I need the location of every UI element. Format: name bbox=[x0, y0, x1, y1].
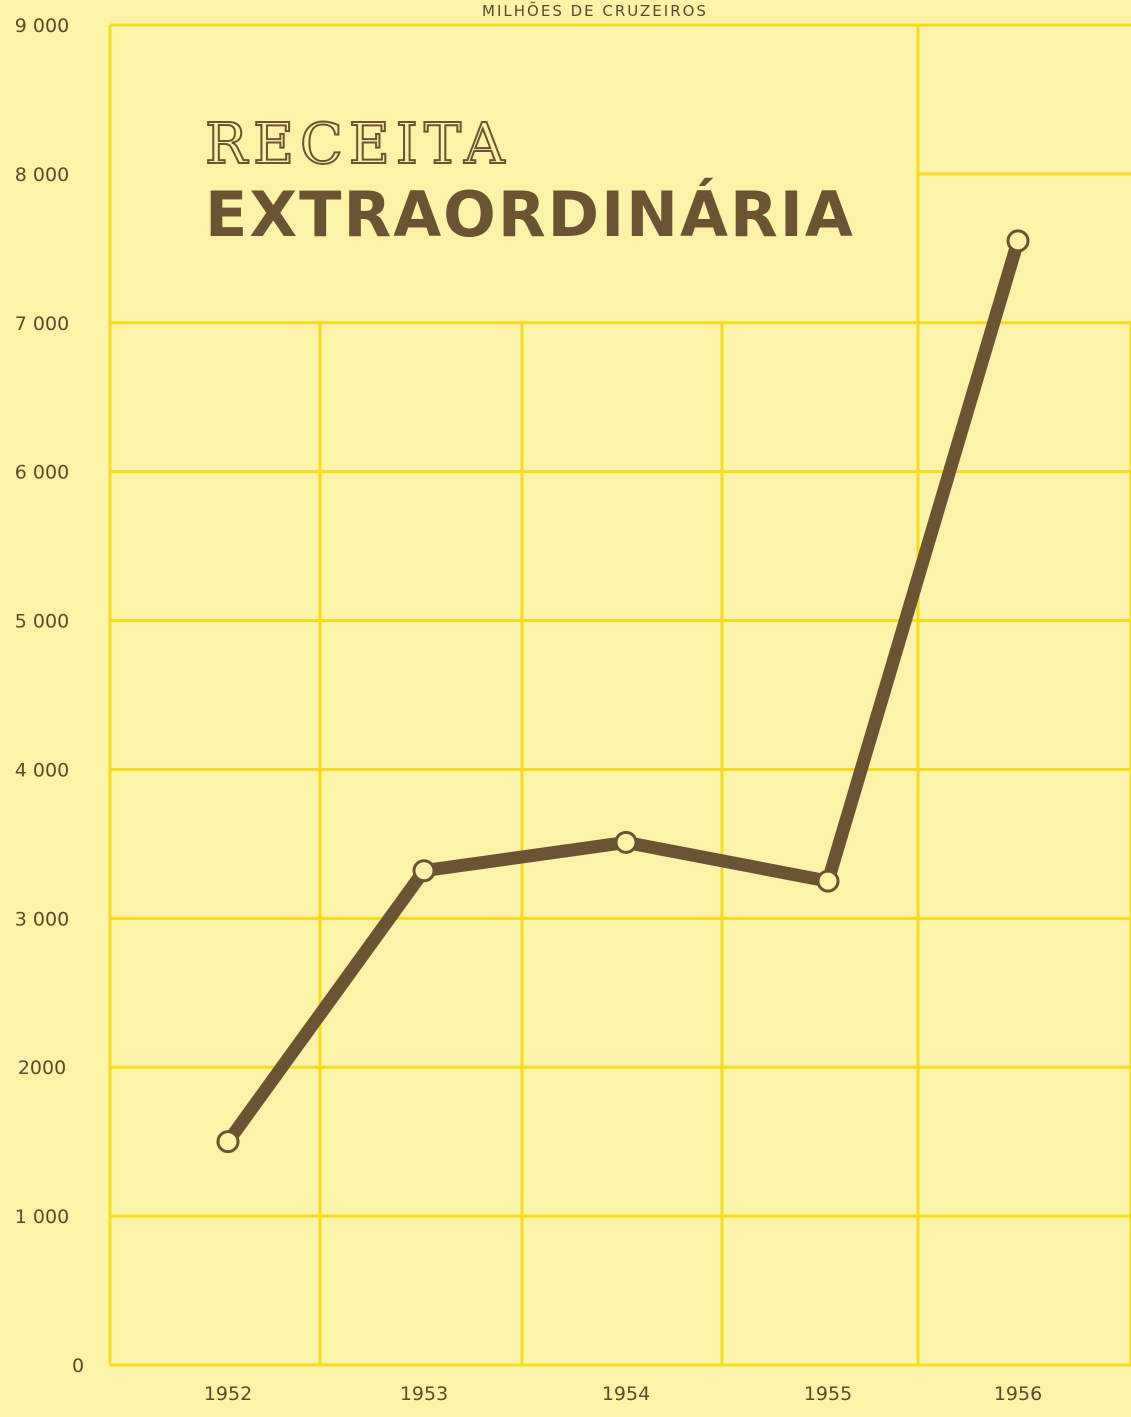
y-tick-label: 4 000 bbox=[15, 759, 69, 781]
y-tick-label: 1 000 bbox=[15, 1206, 69, 1228]
unit-label: MILHÕES DE CRUZEIROS bbox=[482, 1, 708, 20]
y-tick-label: 8 000 bbox=[15, 164, 69, 186]
y-tick-label: 7 000 bbox=[15, 313, 69, 335]
y-tick-label: 9 000 bbox=[15, 15, 69, 37]
data-point-1955 bbox=[816, 869, 840, 893]
chart-title-line-1: RECEITA bbox=[205, 112, 511, 177]
chart-title-line-2: EXTRAORDINÁRIA bbox=[205, 178, 855, 251]
y-tick-label: 0 bbox=[72, 1355, 84, 1377]
data-point-1956 bbox=[1006, 229, 1030, 253]
x-tick-label: 1956 bbox=[994, 1383, 1042, 1405]
y-tick-label: 5 000 bbox=[15, 611, 69, 633]
data-point-1953 bbox=[412, 859, 436, 883]
x-tick-label: 1952 bbox=[204, 1383, 252, 1405]
data-point-1954 bbox=[614, 830, 638, 854]
y-tick-label: 3 000 bbox=[15, 908, 69, 930]
y-tick-label: 2000 bbox=[18, 1057, 66, 1079]
x-tick-label: 1953 bbox=[400, 1383, 448, 1405]
series bbox=[216, 229, 1030, 1154]
data-point-1952 bbox=[216, 1130, 240, 1154]
x-tick-labels: 1952 1953 1954 1955 1956 bbox=[204, 1383, 1042, 1405]
x-tick-label: 1955 bbox=[804, 1383, 852, 1405]
y-tick-labels: 0 1 000 2000 3 000 4 000 5 000 6 000 7 000 8 000… bbox=[15, 15, 84, 1377]
x-tick-label: 1954 bbox=[602, 1383, 650, 1405]
y-tick-label: 6 000 bbox=[15, 462, 69, 484]
